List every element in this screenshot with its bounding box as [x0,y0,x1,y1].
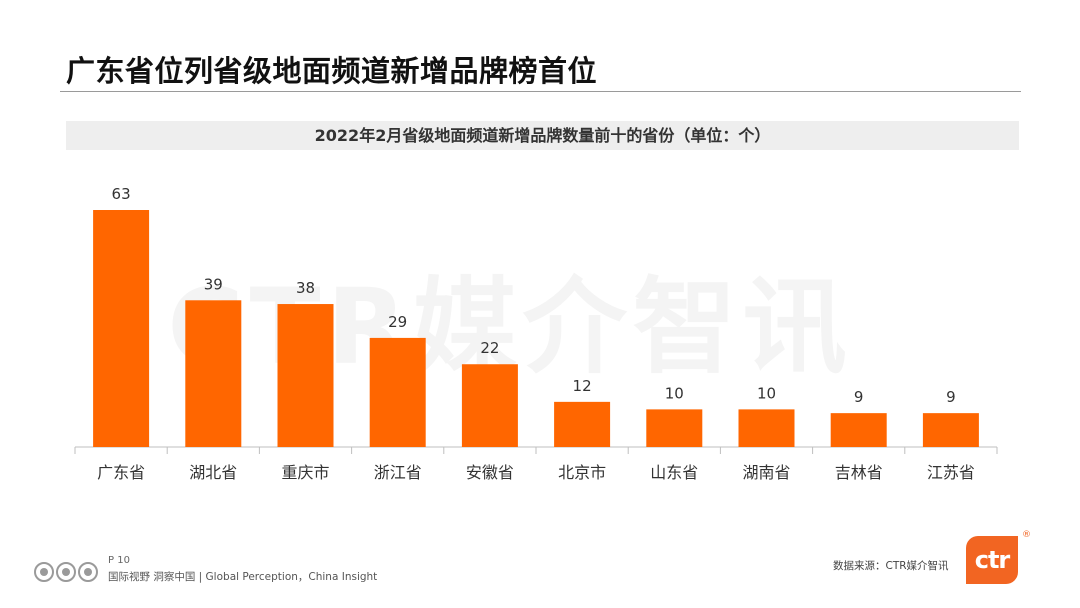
footer-emblem-icon [34,562,98,582]
data-source: 数据来源：CTR媒介智讯 [833,560,949,572]
bar-9 [922,413,979,447]
bar-2 [277,304,334,447]
bar-1 [185,300,242,447]
bar-value-label: 29 [388,313,407,331]
bar-value-label: 10 [665,384,684,402]
category-label: 北京市 [558,463,606,482]
slide-title: 广东省位列省级地面频道新增品牌榜首位 [66,54,598,88]
registered-mark: ® [1022,530,1031,540]
category-label: 浙江省 [374,463,422,482]
category-label: 湖南省 [742,463,790,482]
footer-tagline: 国际视野 洞察中国 | Global Perception，China Insi… [108,571,378,583]
bar-7 [738,409,795,447]
bar-6 [646,409,703,447]
category-label: 山东省 [650,463,698,482]
bar-value-label: 10 [757,384,776,402]
category-label: 江苏省 [927,463,975,482]
title-divider [60,91,1021,92]
category-label: 重庆市 [281,463,329,482]
bar-5 [554,401,611,447]
category-label: 广东省 [97,463,145,482]
bar-value-label: 9 [854,388,864,406]
category-label: 安徽省 [466,463,514,482]
bar-3 [369,337,426,447]
chart-title-banner [66,121,1019,150]
bar-4 [461,364,518,447]
bar-value-label: 39 [204,275,223,293]
ctr-logo: ctr [966,536,1018,584]
bar-value-label: 38 [296,279,315,297]
bar-value-label: 63 [112,185,131,203]
bar-value-label: 12 [573,377,592,395]
category-label: 吉林省 [835,463,883,482]
chart-title: 2022年2月省级地面频道新增品牌数量前十的省份（单位：个） [314,126,771,145]
bar-8 [830,413,887,447]
bar-value-label: 9 [946,388,956,406]
page-number: P 10 [108,555,130,566]
category-label: 湖北省 [189,463,237,482]
bar-0 [93,210,150,447]
bar-value-label: 22 [480,339,499,357]
